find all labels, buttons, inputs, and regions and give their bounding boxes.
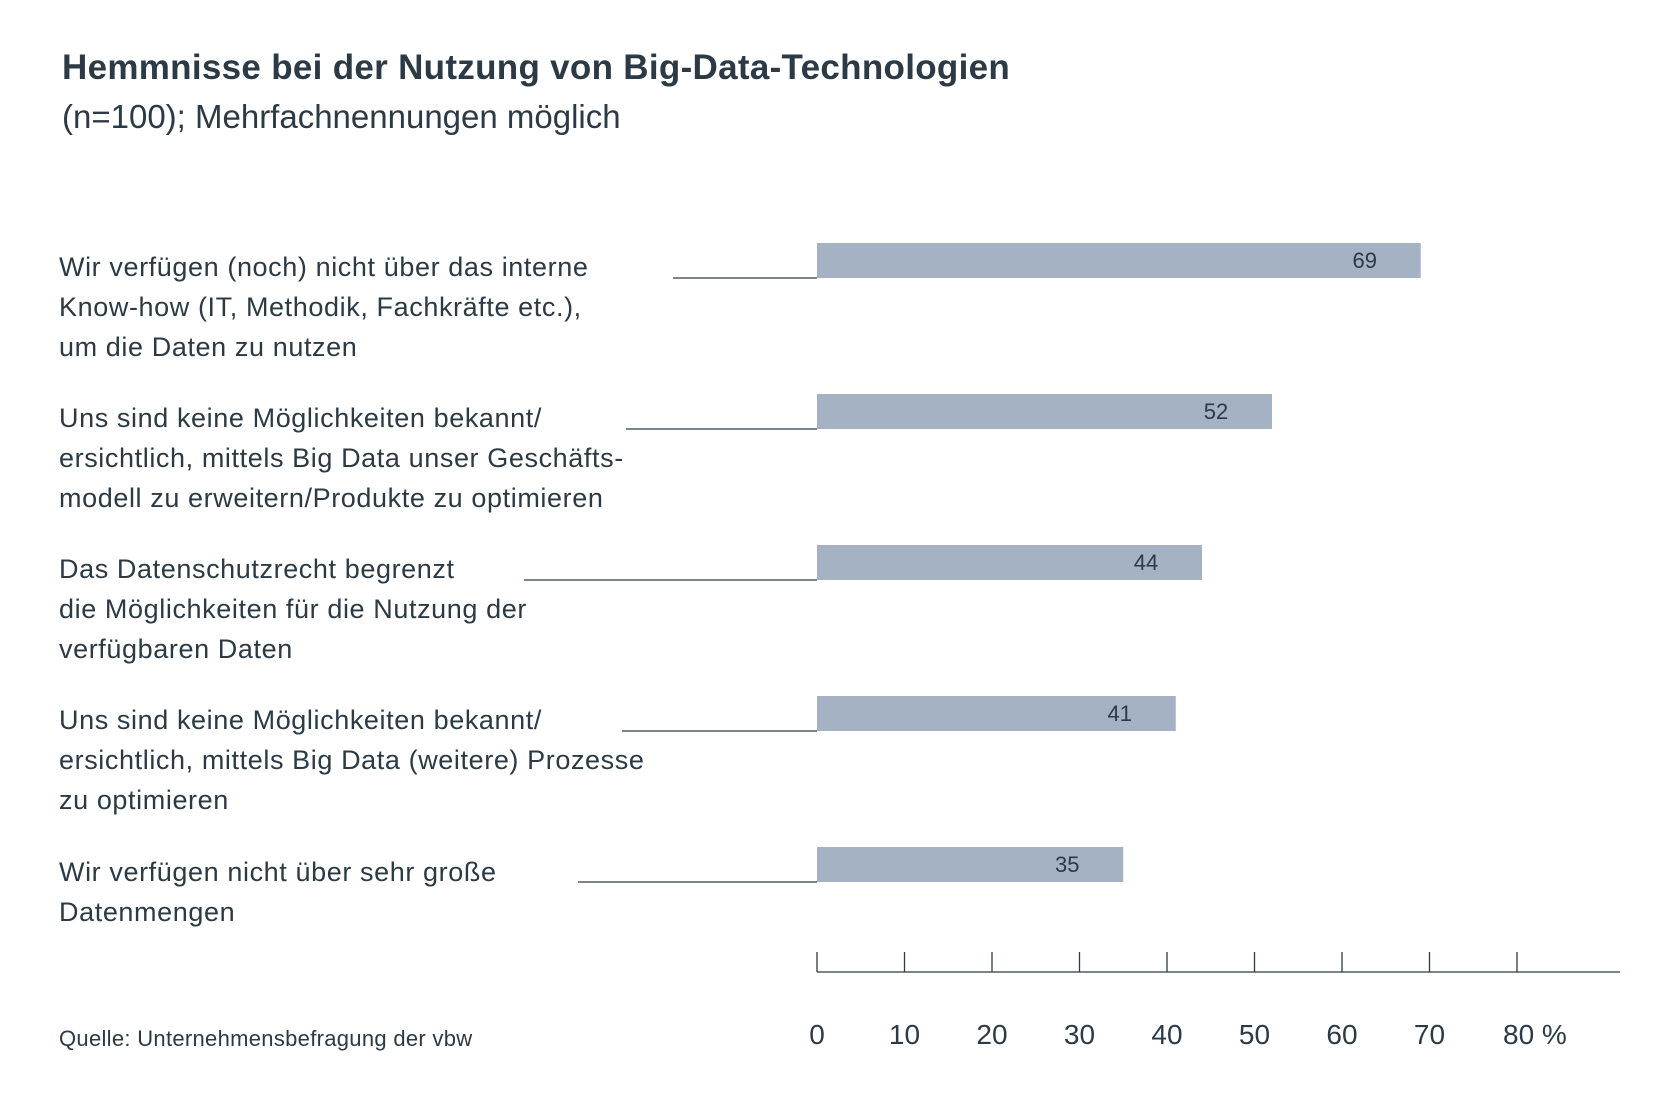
x-tick-label: 30 bbox=[1064, 1019, 1095, 1050]
x-tick-label: 20 bbox=[976, 1019, 1007, 1050]
x-tick-label: 50 bbox=[1239, 1019, 1270, 1050]
category-label: Uns sind keine Möglichkeiten bekannt/ er… bbox=[59, 403, 624, 513]
data-label: 44 bbox=[1134, 550, 1158, 575]
category-label: Das Datenschutzrecht begrenzt die Möglic… bbox=[59, 554, 527, 664]
source-note: Quelle: Unternehmensbefragung der vbw bbox=[59, 1026, 473, 1051]
data-label: 52 bbox=[1204, 399, 1228, 424]
chart-subtitle: (n=100); Mehrfachnennungen möglich bbox=[62, 98, 621, 135]
bar bbox=[817, 545, 1202, 580]
data-label: 69 bbox=[1353, 248, 1377, 273]
category-label: Wir verfügen (noch) nicht über das inter… bbox=[59, 252, 589, 362]
data-label: 41 bbox=[1108, 701, 1132, 726]
x-tick-label: 60 bbox=[1326, 1019, 1357, 1050]
bar bbox=[817, 696, 1176, 731]
x-tick-label: 40 bbox=[1151, 1019, 1182, 1050]
x-tick-label: 80 % bbox=[1503, 1019, 1567, 1050]
x-tick-label: 70 bbox=[1414, 1019, 1445, 1050]
data-label: 35 bbox=[1055, 852, 1079, 877]
bar bbox=[817, 243, 1421, 278]
category-label: Wir verfügen nicht über sehr große Daten… bbox=[59, 857, 497, 927]
bar bbox=[817, 847, 1124, 882]
bar bbox=[817, 394, 1272, 429]
category-label: Uns sind keine Möglichkeiten bekannt/ er… bbox=[59, 705, 645, 815]
x-tick-label: 10 bbox=[889, 1019, 920, 1050]
x-tick-label: 0 bbox=[809, 1019, 825, 1050]
chart-title: Hemmnisse bei der Nutzung von Big-Data-T… bbox=[62, 48, 1011, 87]
